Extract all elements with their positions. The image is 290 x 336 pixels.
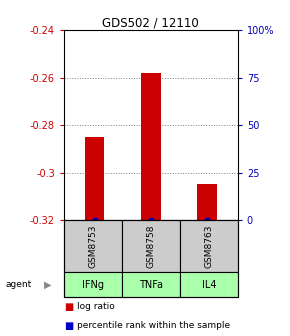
Bar (85, 137, 104, 220)
Text: IL4: IL4 (202, 280, 216, 290)
Bar (141, 73, 161, 220)
Text: ▶: ▶ (44, 280, 52, 290)
Text: agent: agent (6, 280, 32, 289)
Text: GSM8763: GSM8763 (204, 224, 213, 268)
Bar (197, 184, 217, 220)
Title: GDS502 / 12110: GDS502 / 12110 (102, 16, 199, 29)
Text: ■: ■ (64, 321, 73, 331)
Text: GSM8753: GSM8753 (88, 224, 97, 268)
Text: ■: ■ (64, 302, 73, 312)
Text: GSM8758: GSM8758 (146, 224, 155, 268)
Text: percentile rank within the sample: percentile rank within the sample (77, 321, 230, 330)
Text: TNFa: TNFa (139, 280, 163, 290)
Text: log ratio: log ratio (77, 302, 115, 311)
Text: IFNg: IFNg (82, 280, 104, 290)
